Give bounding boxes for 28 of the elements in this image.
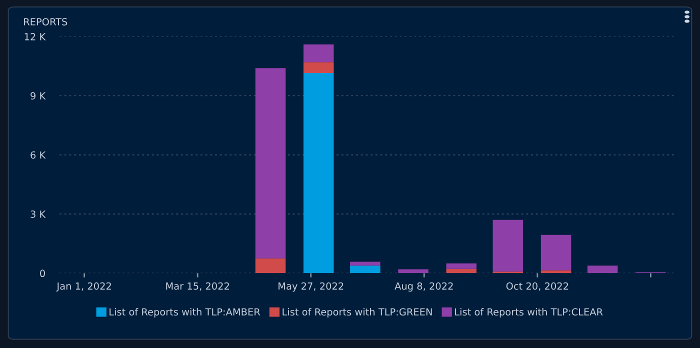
x-tick-label: May 27, 2022 (278, 282, 344, 292)
x-tick-label: Jan 1, 2022 (56, 282, 111, 292)
legend-label: List of Reports with TLP:GREEN (282, 308, 432, 318)
bar (303, 62, 334, 74)
bar (446, 268, 477, 274)
legend-label: List of Reports with TLP:AMBER (110, 308, 260, 318)
y-tick-label: 12 K (24, 33, 46, 40)
bar (255, 68, 286, 258)
bar (255, 258, 286, 274)
bar (540, 270, 572, 274)
bar (492, 220, 524, 272)
y-tick-label: 6 K (30, 151, 46, 159)
bar (446, 263, 477, 269)
bar (587, 266, 618, 274)
bar (303, 73, 334, 274)
bar (398, 269, 428, 274)
y-tick-label: 9 K (30, 92, 46, 100)
x-tick-label: Mar 15, 2022 (166, 282, 229, 291)
bar (350, 262, 380, 266)
y-tick-label: 0 (40, 270, 45, 278)
x-tick-label: Oct 20, 2022 (506, 282, 568, 291)
y-tick-label: 3 K (30, 210, 46, 218)
legend-label: List of Reports with TLP:CLEAR (455, 308, 603, 318)
bar (303, 44, 334, 62)
x-tick-label: Aug 8, 2022 (394, 282, 453, 292)
bar (540, 234, 572, 270)
bar (350, 266, 380, 274)
chart-title: REPORTS (24, 18, 68, 26)
